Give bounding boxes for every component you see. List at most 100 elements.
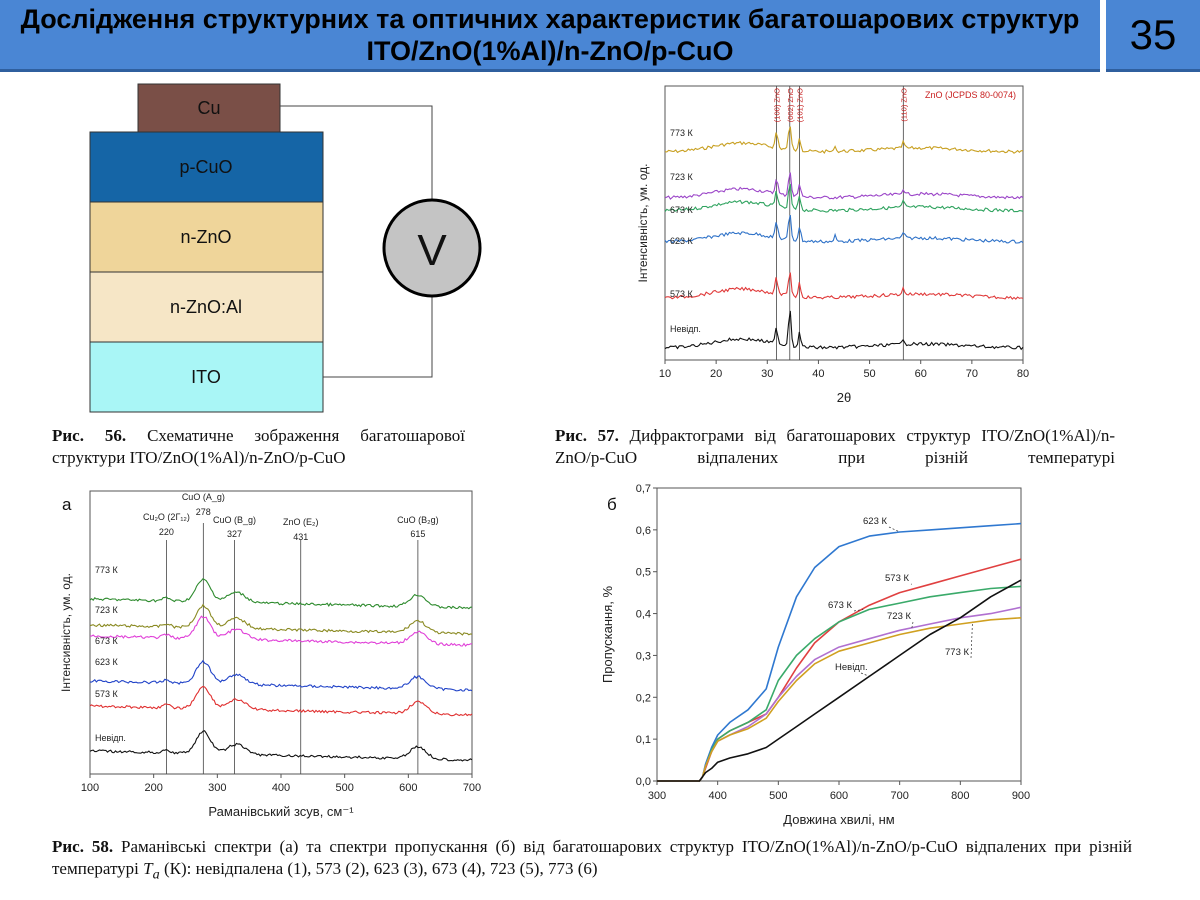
raman-xtick-label: 100 — [81, 782, 99, 794]
layer-pcuo-label: p-CuO — [179, 157, 232, 177]
raman-xtick-label: 500 — [335, 782, 353, 794]
transmission-chart: б 300 400 500 600 700 800 900 0,0 0,1 0,2 0,3 0,4 0,5… — [600, 483, 1030, 827]
layer-nznoal-label: n-ZnO:Al — [170, 297, 242, 317]
transmission-series-label: 773 К — [945, 647, 969, 658]
xrd-series-label: 773 К — [670, 128, 694, 138]
schematic-diagram: Cu p-CuO n-ZnO n-ZnO:Al ITO V — [89, 83, 482, 413]
transmission-annotation-leader — [888, 526, 900, 533]
xrd-reference-label: (101) ZnO — [796, 88, 805, 122]
transmission-series-label: 673 К — [828, 600, 852, 611]
transmission-annotation-leader — [860, 672, 870, 677]
xrd-series-label: 573 К — [670, 289, 694, 299]
layer-nzno-label: n-ZnO — [180, 227, 231, 247]
xrd-xtick-label: 60 — [915, 368, 927, 380]
transmission-ytick-label: 0,2 — [636, 692, 651, 704]
xrd-series-line — [664, 310, 1024, 351]
transmission-series-label: 573 К — [885, 573, 909, 584]
raman-reference-value: 220 — [159, 527, 174, 537]
wire-top — [280, 105, 433, 202]
raman-xtick-label: 200 — [144, 782, 162, 794]
xrd-series-line — [664, 214, 1024, 244]
xrd-series-line — [664, 272, 1024, 300]
transmission-ytick-label: 0,3 — [636, 650, 651, 662]
raman-series-label: Невідп. — [95, 733, 126, 743]
raman-xtick-label: 400 — [272, 782, 290, 794]
transmission-annotation-leader — [911, 621, 914, 629]
xrd-series-line — [664, 126, 1024, 154]
xrd-chart: 10 20 30 40 50 60 70 80 2θ Інтенсивність, ум. од.… — [636, 85, 1029, 405]
xrd-series-line — [664, 172, 1024, 200]
raman-series-label: 673 К — [95, 636, 119, 646]
xrd-xtick-label: 70 — [966, 368, 978, 380]
xrd-series-line — [664, 183, 1024, 213]
layer-nzno — [89, 201, 324, 273]
raman-series-line — [89, 685, 473, 717]
raman-xtick-label: 300 — [208, 782, 226, 794]
xrd-xtick-label: 80 — [1017, 368, 1029, 380]
caption-fig58-label: Рис. 58. — [52, 837, 114, 856]
xrd-xlabel: 2θ — [837, 390, 851, 405]
slide-title-bar: Дослідження структурних та оптичних хара… — [0, 0, 1100, 72]
raman-series-line — [89, 577, 473, 610]
xrd-reference-label: (100) ZnO — [772, 88, 781, 122]
xrd-xtick-label: 40 — [812, 368, 824, 380]
xrd-series-label: Невідп. — [670, 324, 701, 334]
xrd-xtick-label: 50 — [863, 368, 875, 380]
transmission-series-label: 723 К — [887, 611, 911, 622]
transmission-ylabel: Пропускання, % — [600, 586, 615, 684]
transmission-ytick-label: 0,6 — [636, 525, 651, 537]
raman-series-label: 723 К — [95, 605, 119, 615]
caption-fig58: Рис. 58. Раманівські спектри (а) та спек… — [52, 836, 1132, 885]
layer-cu-label: Cu — [197, 98, 220, 118]
caption-fig56: Рис. 56. Схематичне зображення багатошар… — [52, 425, 465, 469]
layer-ito — [89, 341, 324, 413]
raman-series-line — [89, 603, 473, 636]
transmission-ytick-label: 0,0 — [636, 776, 651, 788]
xrd-xtick-label: 30 — [761, 368, 773, 380]
caption-fig57-label: Рис. 57. — [555, 426, 619, 445]
raman-reference-label: CuO (A_g) — [182, 492, 225, 502]
raman-series-line — [89, 615, 473, 647]
xrd-xtick-label: 20 — [710, 368, 722, 380]
xrd-reference-label: (110) ZnO — [899, 88, 908, 122]
raman-series-line — [89, 730, 473, 762]
caption-fig57: Рис. 57. Дифрактограми від багатошарових… — [555, 425, 1115, 469]
transmission-annotation-leader — [970, 621, 973, 659]
transmission-xtick-label: 700 — [890, 790, 908, 802]
page-number: 35 — [1106, 0, 1200, 72]
transmission-ytick-label: 0,4 — [636, 609, 651, 621]
layer-pcuo — [89, 131, 324, 203]
raman-reference-label: Cu₂O (2Г₁₂) — [143, 512, 190, 522]
layer-nznoal — [89, 271, 324, 343]
transmission-ytick-label: 0,7 — [636, 483, 651, 495]
xrd-series-label: 723 К — [670, 172, 694, 182]
raman-xtick-label: 600 — [399, 782, 417, 794]
transmission-series-line — [657, 606, 1022, 782]
raman-series-label: 573 К — [95, 689, 119, 699]
raman-xlabel: Раманівський зсув, см⁻¹ — [208, 804, 354, 819]
raman-reference-value: 327 — [227, 529, 242, 539]
raman-xtick-label: 700 — [463, 782, 481, 794]
transmission-xtick-label: 900 — [1012, 790, 1030, 802]
transmission-panel-label: б — [607, 495, 617, 514]
raman-series-line — [90, 659, 473, 692]
caption-fig56-text: Схематичне зображення багатошарової стру… — [52, 426, 465, 467]
raman-reference-label: CuO (B₂g) — [397, 515, 439, 525]
caption-fig58-ta: Ta — [143, 859, 160, 883]
xrd-plot-frame — [664, 85, 1024, 361]
caption-fig58-text-a: Раманівські спектри (а) та спектри пропу… — [52, 837, 1132, 878]
xrd-series-label: 623 К — [670, 236, 694, 246]
raman-panel-label: а — [62, 495, 72, 514]
transmission-ytick-label: 0,1 — [636, 734, 651, 746]
raman-reference-label: CuO (B_g) — [213, 515, 256, 525]
transmission-xtick-label: 600 — [830, 790, 848, 802]
transmission-xtick-label: 300 — [648, 790, 666, 802]
raman-chart: а 100 200 300 400 500 600 700 Раманівський зсув,… — [59, 490, 481, 819]
raman-reference-value: 278 — [196, 507, 211, 517]
slide-title: Дослідження структурних та оптичних хара… — [20, 3, 1080, 66]
layer-ito-label: ITO — [191, 367, 221, 387]
transmission-xtick-label: 400 — [708, 790, 726, 802]
transmission-xtick-label: 500 — [769, 790, 787, 802]
caption-fig57-text: Дифрактограми від багатошарових структур… — [555, 426, 1115, 467]
raman-reference-value: 431 — [293, 532, 308, 542]
